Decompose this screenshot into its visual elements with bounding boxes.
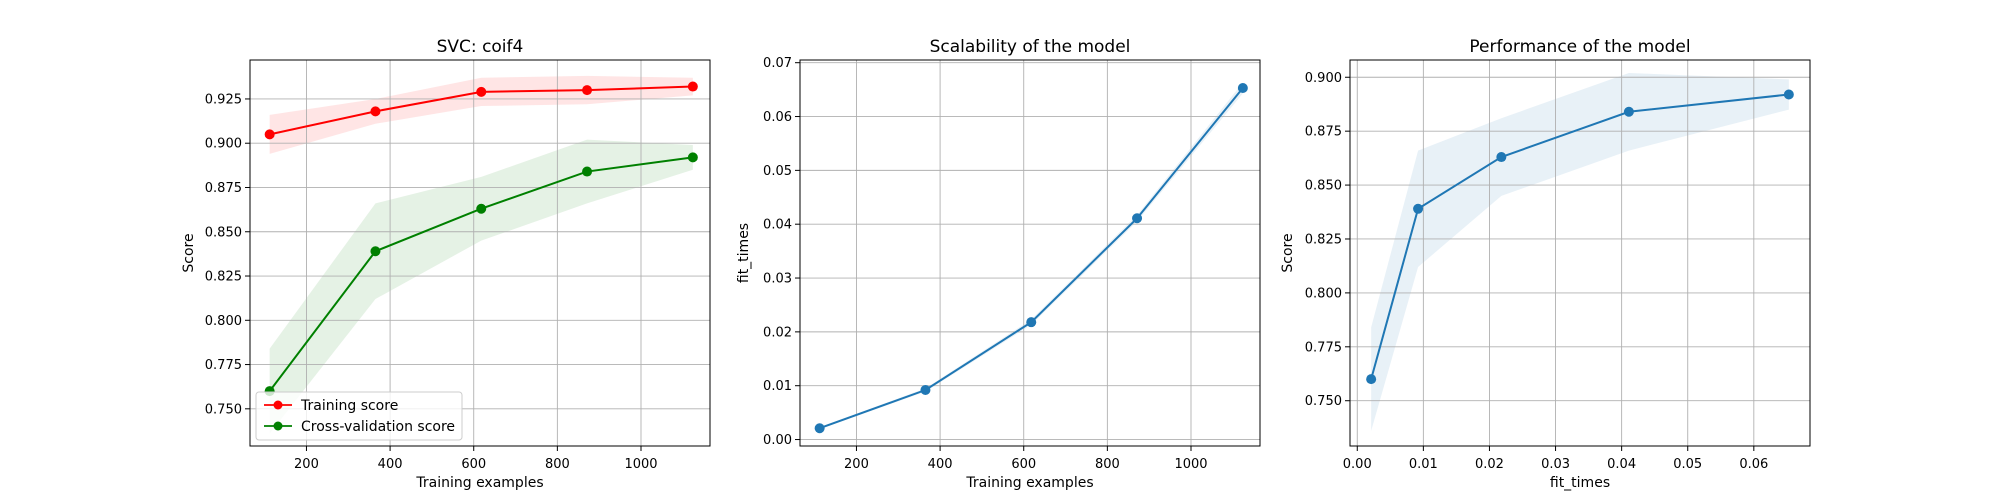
panel-3-series-0-point-4: [1783, 89, 1794, 100]
panel-learning-curve: 200 400 600 800 1000 0.750 0.775 0.800 0.825 0.85…: [181, 37, 711, 491]
panel-3-ytick-label-0: 0.750: [1305, 394, 1342, 409]
panel-1-grid: [250, 60, 710, 446]
legend-box: [255, 391, 463, 441]
panel-1-ytick-label-5: 0.875: [205, 181, 242, 196]
panel-performance: 0.00 0.01 0.02 0.03 0.04 0.05 0.06 0.750 0.775 0.…: [1280, 37, 1811, 491]
panel-2-ytick-label-5: 0.05: [763, 164, 792, 179]
panel-3-ytick-label-1: 0.775: [1305, 340, 1342, 355]
legend-swatch-training-marker: [273, 400, 283, 410]
panel-2-series-0-point-3: [1132, 213, 1143, 224]
panel-1-ytick-label-1: 0.775: [205, 358, 242, 373]
panel-3-bands: [1371, 72, 1789, 431]
panel-1-xtick-label-0: 200: [294, 457, 319, 472]
panel-1-series-1-point-1: [370, 246, 381, 257]
panel-3-frame: [1349, 59, 1811, 447]
panel-3-series-0-point-1: [1413, 203, 1424, 214]
panel-1-ytick-label-6: 0.900: [205, 137, 242, 152]
panel-3-series-0-point-2: [1496, 152, 1507, 163]
panel-scalability: 200 400 600 800 1000 0.00 0.01 0.02 0.03 0.04 0.05…: [736, 37, 1261, 491]
panel-2-xtick-label-1: 400: [928, 457, 953, 472]
panel-1-xtick-label-3: 800: [545, 457, 570, 472]
panel-2-ytick-label-6: 0.06: [763, 110, 792, 125]
panel-2-ytick-label-7: 0.07: [763, 56, 792, 71]
panel-3-lines: [1366, 89, 1794, 385]
panel-2-series-0-point-1: [920, 385, 931, 396]
panel-1-ytick-label-7: 0.925: [205, 92, 242, 107]
panel-1-series-1-point-3: [582, 166, 593, 177]
panel-1-xtick-label-1: 400: [378, 457, 403, 472]
panel-1-band-1: [269, 139, 693, 434]
panel-1-series-1-point-2: [476, 203, 487, 214]
panel-1-xtick-label-2: 600: [461, 457, 486, 472]
panel-2-series-0-point-0: [814, 423, 825, 434]
panel-2-ytick-label-3: 0.03: [763, 272, 792, 287]
panel-3-ytick-label-4: 0.850: [1305, 179, 1342, 194]
panel-1-frame: [249, 59, 711, 447]
panel-1-ticks: 200 400 600 800 1000 0.750 0.775 0.800 0.825 0.85…: [205, 92, 658, 472]
panel-3-ytick-label-6: 0.900: [1305, 71, 1342, 86]
panel-1-title: SVC: coif4: [437, 37, 524, 57]
panel-1-ylabel: Score: [181, 233, 197, 272]
panel-2-ytick-label-4: 0.04: [763, 218, 792, 233]
panel-3-ticks: 0.00 0.01 0.02 0.03 0.04 0.05 0.06 0.750 0.775 0.…: [1305, 71, 1769, 472]
panel-2-grid: [800, 60, 1260, 446]
panel-3-xtick-label-1: 0.01: [1409, 457, 1438, 472]
panel-2-xtick-label-3: 800: [1095, 457, 1120, 472]
panel-1-ytick-label-2: 0.800: [205, 314, 242, 329]
panel-3-xtick-label-2: 0.02: [1475, 457, 1504, 472]
panel-2-xtick-label-2: 600: [1011, 457, 1036, 472]
legend-swatch-cv-marker: [273, 421, 283, 431]
panel-1-xlabel: Training examples: [415, 475, 543, 491]
panel-1-series-0-point-4: [687, 81, 698, 92]
panel-1-ytick-label-3: 0.825: [205, 270, 242, 285]
panel-3-xtick-label-0: 0.00: [1343, 457, 1372, 472]
legend-label-cv: Cross-validation score: [301, 419, 455, 435]
panel-2-ylabel: fit_times: [736, 223, 752, 283]
panel-1-series-0-point-1: [370, 106, 381, 117]
panel-1-series-0-point-0: [264, 129, 275, 140]
panel-1-series-1-point-4: [687, 152, 698, 163]
panel-2-xtick-label-4: 1000: [1174, 457, 1207, 472]
panel-3-series-0-point-3: [1623, 106, 1634, 117]
panel-3-xtick-label-6: 0.06: [1739, 457, 1768, 472]
panel-3-grid: [1350, 60, 1810, 446]
panel-2-frame: [799, 59, 1261, 447]
panel-3-xtick-label-3: 0.03: [1541, 457, 1570, 472]
panel-2-ytick-label-0: 0.00: [763, 433, 792, 448]
panel-3-band-0: [1371, 72, 1789, 431]
panel-1-series-0-point-2: [476, 86, 487, 97]
panel-2-title: Scalability of the model: [930, 37, 1131, 57]
panel-1-legend: Training score Cross-validation score: [255, 391, 463, 441]
panel-2-series-0-point-2: [1026, 317, 1037, 328]
panel-3-xtick-label-5: 0.05: [1673, 457, 1702, 472]
panel-1-ytick-label-0: 0.750: [205, 402, 242, 417]
panel-3-ytick-label-5: 0.875: [1305, 125, 1342, 140]
panel-1-series-0-point-3: [582, 85, 593, 96]
panel-3-title: Performance of the model: [1469, 37, 1690, 57]
panel-1-ytick-label-4: 0.850: [205, 225, 242, 240]
panel-3-ylabel: Score: [1280, 233, 1296, 272]
legend-label-training: Training score: [300, 398, 398, 414]
panel-1-xtick-label-4: 1000: [624, 457, 657, 472]
panel-2-xtick-label-0: 200: [844, 457, 869, 472]
panel-2-lines: [814, 82, 1248, 434]
panel-3-series-0-point-0: [1366, 374, 1377, 385]
panel-3-ytick-label-2: 0.800: [1305, 286, 1342, 301]
panel-2-xlabel: Training examples: [965, 475, 1093, 491]
panel-2-ytick-label-2: 0.02: [763, 325, 792, 340]
panel-3-xtick-label-4: 0.04: [1607, 457, 1636, 472]
panel-1-bands: [269, 75, 693, 434]
panel-2-ytick-label-1: 0.01: [763, 379, 792, 394]
panel-2-series-0-point-4: [1237, 82, 1248, 93]
panel-3-ytick-label-3: 0.825: [1305, 232, 1342, 247]
panel-3-xlabel: fit_times: [1550, 475, 1610, 491]
panel-1-lines: [264, 81, 698, 397]
panel-1-band-0: [269, 75, 693, 154]
panel-2-ticks: 200 400 600 800 1000 0.00 0.01 0.02 0.03 0.04 0.05…: [763, 56, 1208, 472]
